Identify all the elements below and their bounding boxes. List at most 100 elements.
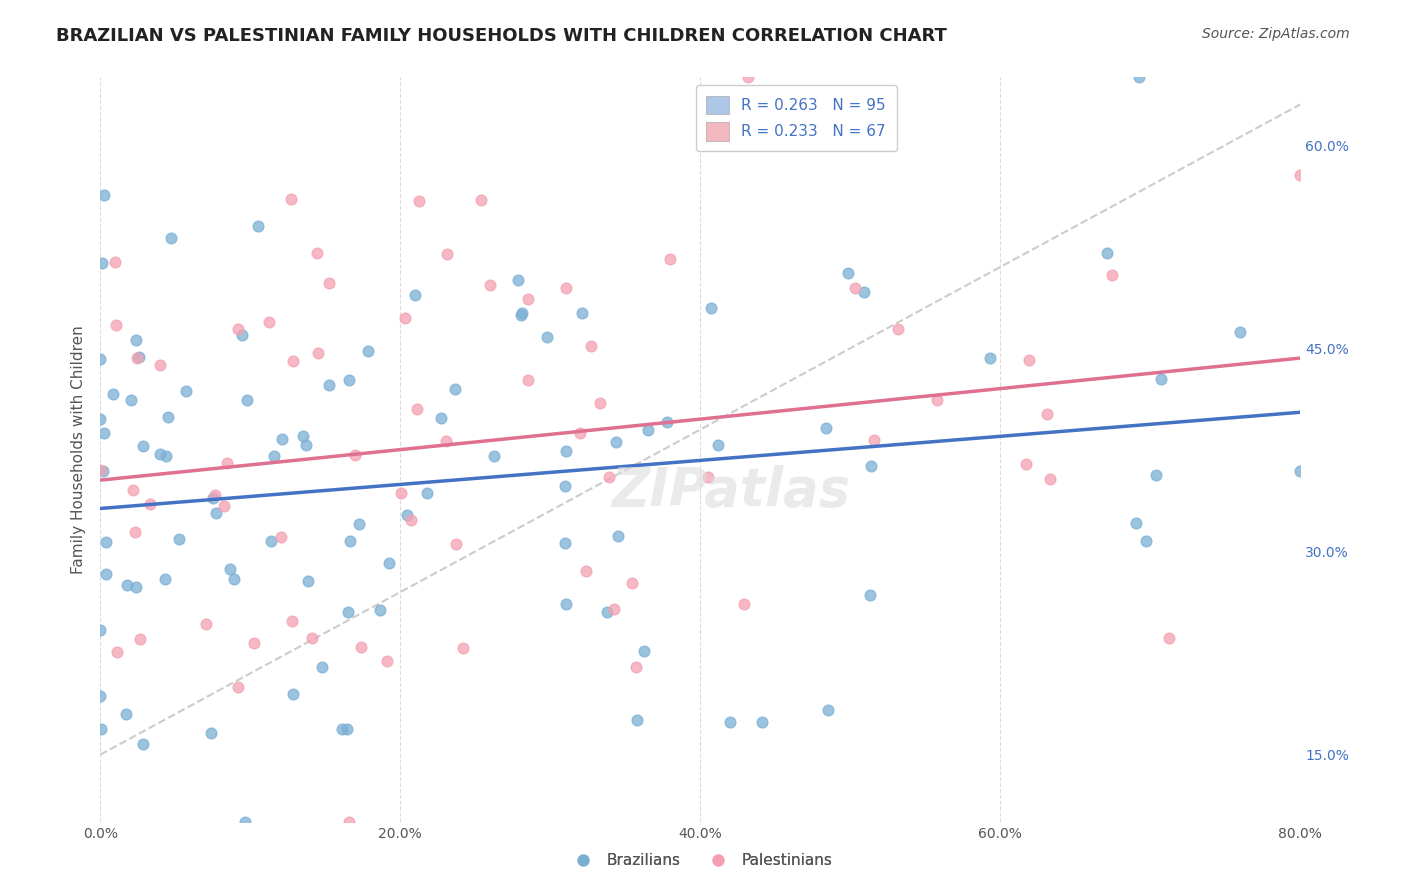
Point (200, 726, 222, 740)
Y-axis label: Family Households with Children: Family Households with Children (72, 326, 86, 574)
Point (404, 288, 426, 302)
Point (554, 597, 576, 611)
Point (93, 188, 115, 202)
Point (700, 301, 723, 315)
Point (271, 432, 294, 446)
Point (598, 469, 620, 483)
Point (117, 578, 139, 592)
Point (153, 573, 176, 587)
Point (589, 396, 612, 410)
Point (1159, 632, 1181, 646)
Point (349, 640, 371, 655)
Point (603, 601, 626, 615)
Point (1125, 516, 1147, 530)
Point (863, 434, 886, 448)
Point (377, 654, 399, 668)
Point (132, 439, 155, 453)
Point (228, 322, 250, 336)
Point (311, 660, 333, 674)
Point (226, 680, 249, 694)
Point (506, 273, 529, 287)
Point (815, 420, 838, 434)
Point (335, 722, 357, 736)
Point (394, 311, 416, 326)
Point (281, 614, 304, 628)
Point (718, 715, 741, 730)
Point (575, 564, 598, 578)
Point (1144, 468, 1167, 483)
Point (1128, 70, 1150, 85)
Point (697, 470, 720, 484)
Point (555, 281, 578, 295)
Point (536, 330, 558, 344)
Point (852, 285, 875, 299)
Point (1018, 353, 1040, 368)
Point (626, 714, 648, 728)
Point (124, 525, 146, 540)
Point (357, 344, 380, 359)
Point (443, 382, 465, 396)
Point (581, 338, 603, 352)
Point (430, 411, 453, 425)
Point (389, 485, 412, 500)
Point (129, 632, 152, 647)
Point (887, 322, 910, 336)
Point (260, 534, 283, 549)
Point (295, 438, 318, 452)
Point (368, 602, 391, 616)
Point (125, 333, 148, 347)
Point (115, 706, 138, 721)
Point (737, 70, 759, 85)
Point (281, 687, 304, 701)
Point (101, 387, 124, 401)
Point (204, 488, 226, 502)
Point (554, 536, 576, 550)
Point (281, 354, 304, 368)
Point (243, 636, 266, 650)
Point (979, 351, 1001, 365)
Point (202, 491, 225, 506)
Point (104, 254, 127, 268)
Point (1039, 472, 1062, 486)
Point (280, 192, 302, 206)
Point (434, 434, 457, 448)
Point (571, 306, 593, 320)
Point (160, 231, 183, 245)
Point (89, 689, 111, 703)
Point (621, 576, 644, 591)
Point (205, 506, 228, 520)
Point (837, 266, 859, 280)
Point (343, 448, 366, 462)
Legend: Brazilians, Palestinians: Brazilians, Palestinians (562, 847, 838, 874)
Point (120, 392, 142, 407)
Point (236, 393, 259, 408)
Point (436, 247, 458, 261)
Point (139, 497, 162, 511)
Point (149, 447, 172, 461)
Point (132, 737, 155, 751)
Point (155, 450, 177, 464)
Point (569, 426, 592, 441)
Point (659, 252, 682, 267)
Point (470, 193, 492, 207)
Point (517, 373, 540, 387)
Point (125, 351, 148, 366)
Point (149, 358, 172, 372)
Point (482, 450, 505, 464)
Point (1135, 533, 1157, 548)
Point (194, 616, 217, 631)
Text: ZIPatlas: ZIPatlas (612, 465, 851, 516)
Point (246, 219, 269, 234)
Point (416, 486, 439, 500)
Point (89, 623, 111, 637)
Point (90, 722, 112, 736)
Point (1095, 246, 1118, 260)
Point (478, 278, 501, 293)
Point (94, 535, 117, 549)
Point (89, 411, 111, 425)
Point (817, 703, 839, 717)
Point (925, 392, 948, 407)
Point (399, 513, 422, 527)
Point (624, 660, 647, 674)
Point (555, 444, 578, 458)
